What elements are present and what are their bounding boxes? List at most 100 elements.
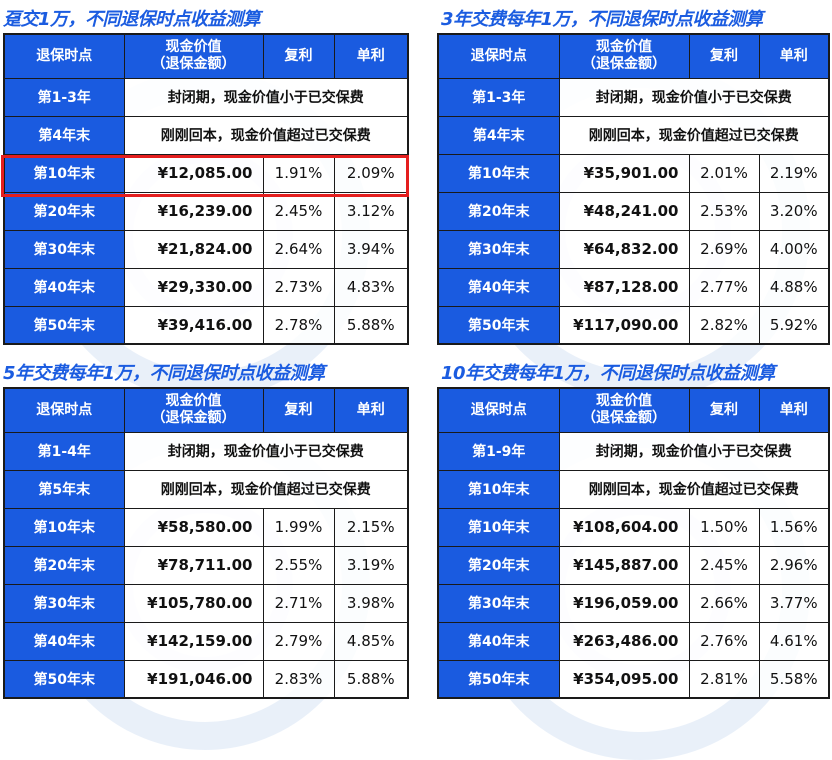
- table-row: 第10年末 ¥12,085.00 1.91% 2.09%: [3, 153, 409, 193]
- simple-rate: 1.56%: [758, 507, 830, 547]
- compound-rate: 2.81%: [688, 659, 760, 699]
- compound-rate: 1.99%: [262, 507, 335, 547]
- row-label: 第10年末: [3, 153, 125, 193]
- cash-value: ¥196,059.00: [558, 583, 690, 623]
- compound-rate: 2.53%: [688, 191, 760, 231]
- compound-rate: 2.83%: [262, 659, 335, 699]
- table-row: 第30年末 ¥21,824.00 2.64% 3.94%: [3, 229, 409, 269]
- closed-period-note: 封闭期，现金价值小于已交保费: [558, 431, 830, 471]
- row-label: 第4年末: [3, 115, 125, 155]
- cash-value: ¥12,085.00: [123, 153, 264, 193]
- simple-rate: 4.88%: [758, 267, 830, 307]
- row-label: 第30年末: [3, 229, 125, 269]
- simple-rate: 5.92%: [758, 305, 830, 345]
- simple-rate: 3.98%: [333, 583, 409, 623]
- table-row: 第50年末 ¥354,095.00 2.81% 5.58%: [437, 659, 830, 699]
- simple-rate: 2.96%: [758, 545, 830, 585]
- table-row: 第10年末 ¥108,604.00 1.50% 1.56%: [437, 507, 830, 547]
- column-header-label: 退保时点: [3, 387, 125, 433]
- compound-rate: 2.79%: [262, 621, 335, 661]
- breakeven-note: 刚刚回本，现金价值超过已交保费: [123, 469, 409, 509]
- simple-rate: 2.15%: [333, 507, 409, 547]
- cash-value: ¥263,486.00: [558, 621, 690, 661]
- row-label: 第30年末: [3, 583, 125, 623]
- cash-value: ¥145,887.00: [558, 545, 690, 585]
- cash-value: ¥58,580.00: [123, 507, 264, 547]
- column-header-simple: 单利: [333, 33, 409, 79]
- table-row: 第50年末 ¥117,090.00 2.82% 5.92%: [437, 305, 830, 345]
- cash-value: ¥87,128.00: [558, 267, 690, 307]
- compound-rate: 2.76%: [688, 621, 760, 661]
- table-row: 第20年末 ¥78,711.00 2.55% 3.19%: [3, 545, 409, 585]
- row-label: 第1-9年: [437, 431, 560, 471]
- closed-period-note: 封闭期，现金价值小于已交保费: [123, 77, 409, 117]
- table-row: 第30年末 ¥196,059.00 2.66% 3.77%: [437, 583, 830, 623]
- row-label: 第50年末: [3, 305, 125, 345]
- row-label: 第40年末: [437, 621, 560, 661]
- row-label: 第30年末: [437, 583, 560, 623]
- closed-period-row: 第1-3年 封闭期，现金价值小于已交保费: [3, 77, 409, 117]
- cash-value: ¥39,416.00: [123, 305, 264, 345]
- simple-rate: 5.58%: [758, 659, 830, 699]
- table-row: 第40年末 ¥87,128.00 2.77% 4.88%: [437, 267, 830, 307]
- column-header-cash-value: 现金价值 （退保金额）: [558, 33, 690, 79]
- simple-rate: 4.83%: [333, 267, 409, 307]
- row-label: 第20年末: [3, 191, 125, 231]
- table-row: 第30年末 ¥64,832.00 2.69% 4.00%: [437, 229, 830, 269]
- table-row: 第50年末 ¥39,416.00 2.78% 5.88%: [3, 305, 409, 345]
- simple-rate: 2.09%: [333, 153, 409, 193]
- cash-value: ¥16,239.00: [123, 191, 264, 231]
- column-header-label: 退保时点: [437, 33, 560, 79]
- row-label: 第30年末: [437, 229, 560, 269]
- closed-period-row: 第1-3年 封闭期，现金价值小于已交保费: [437, 77, 830, 117]
- row-label: 第4年末: [437, 115, 560, 155]
- breakeven-row: 第5年末 刚刚回本，现金价值超过已交保费: [3, 469, 409, 509]
- closed-period-row: 第1-9年 封闭期，现金价值小于已交保费: [437, 431, 830, 471]
- row-label: 第20年末: [3, 545, 125, 585]
- cash-value: ¥117,090.00: [558, 305, 690, 345]
- table-header-row: 退保时点 现金价值 （退保金额） 复利 单利: [437, 33, 830, 79]
- compound-rate: 2.69%: [688, 229, 760, 269]
- table-row: 第40年末 ¥263,486.00 2.76% 4.61%: [437, 621, 830, 661]
- table-row: 第10年末 ¥35,901.00 2.01% 2.19%: [437, 153, 830, 193]
- panel-title: 10年交费每年1万，不同退保时点收益测算: [441, 363, 775, 384]
- breakeven-note: 刚刚回本，现金价值超过已交保费: [558, 469, 830, 509]
- column-header-cash-value: 现金价值 （退保金额）: [123, 33, 264, 79]
- table-row: 第10年末 ¥58,580.00 1.99% 2.15%: [3, 507, 409, 547]
- simple-rate: 3.94%: [333, 229, 409, 269]
- cash-value: ¥64,832.00: [558, 229, 690, 269]
- column-header-simple: 单利: [333, 387, 409, 433]
- simple-rate: 4.00%: [758, 229, 830, 269]
- closed-period-note: 封闭期，现金价值小于已交保费: [123, 431, 409, 471]
- compound-rate: 2.64%: [262, 229, 335, 269]
- cash-value: ¥108,604.00: [558, 507, 690, 547]
- panel-title: 3年交费每年1万，不同退保时点收益测算: [441, 9, 763, 30]
- column-header-compound: 复利: [688, 33, 760, 79]
- simple-rate: 5.88%: [333, 305, 409, 345]
- closed-period-row: 第1-4年 封闭期，现金价值小于已交保费: [3, 431, 409, 471]
- breakeven-note: 刚刚回本，现金价值超过已交保费: [123, 115, 409, 155]
- row-label: 第50年末: [437, 659, 560, 699]
- breakeven-note: 刚刚回本，现金价值超过已交保费: [558, 115, 830, 155]
- column-header-compound: 复利: [262, 33, 335, 79]
- compound-rate: 2.77%: [688, 267, 760, 307]
- table-header-row: 退保时点 现金价值 （退保金额） 复利 单利: [3, 33, 409, 79]
- cash-value: ¥29,330.00: [123, 267, 264, 307]
- row-label: 第40年末: [437, 267, 560, 307]
- compound-rate: 2.73%: [262, 267, 335, 307]
- breakeven-row: 第4年末 刚刚回本，现金价值超过已交保费: [437, 115, 830, 155]
- row-label: 第10年末: [3, 507, 125, 547]
- cash-value: ¥105,780.00: [123, 583, 264, 623]
- breakeven-row: 第4年末 刚刚回本，现金价值超过已交保费: [3, 115, 409, 155]
- compound-rate: 1.50%: [688, 507, 760, 547]
- column-header-compound: 复利: [262, 387, 335, 433]
- compound-rate: 2.45%: [688, 545, 760, 585]
- row-label: 第50年末: [3, 659, 125, 699]
- cash-value: ¥78,711.00: [123, 545, 264, 585]
- column-header-cash-value: 现金价值 （退保金额）: [558, 387, 690, 433]
- returns-table: 退保时点 现金价值 （退保金额） 复利 单利 第1-9年 封闭期，现金价值小于已交…: [437, 387, 830, 699]
- compound-rate: 2.55%: [262, 545, 335, 585]
- compound-rate: 1.91%: [262, 153, 335, 193]
- column-header-compound: 复利: [688, 387, 760, 433]
- cash-value: ¥142,159.00: [123, 621, 264, 661]
